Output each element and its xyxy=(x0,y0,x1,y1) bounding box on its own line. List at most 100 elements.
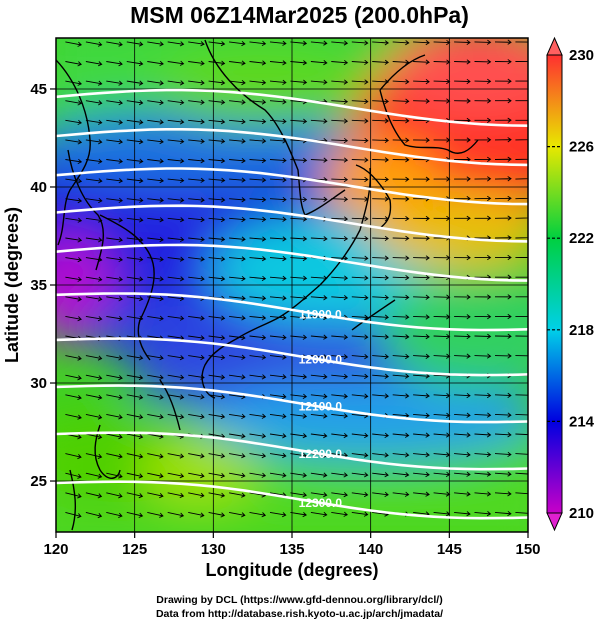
wind-vector xyxy=(290,236,308,242)
wind-vector xyxy=(310,60,328,66)
wind-vector xyxy=(126,60,144,67)
credit-drawing: Drawing by DCL (https://www.gfd-dennou.o… xyxy=(156,594,443,606)
wind-vector xyxy=(351,118,369,124)
wind-vector xyxy=(167,472,185,479)
wind-vector xyxy=(208,197,226,203)
wind-vector xyxy=(372,118,389,124)
wind-vector xyxy=(433,471,451,477)
wind-vector xyxy=(85,41,103,47)
wind-vector xyxy=(106,296,123,302)
wind-vector xyxy=(188,60,205,66)
wind-vector xyxy=(147,158,164,164)
contour-labels: 11900.0 12000.0 12100.0 12200.0 12300.0 xyxy=(299,308,343,510)
wind-vector xyxy=(392,79,410,85)
wind-vector xyxy=(433,452,451,458)
wind-vector xyxy=(126,453,144,459)
wind-vector xyxy=(269,511,287,518)
wind-vector xyxy=(269,60,287,66)
wind-vector xyxy=(413,491,430,497)
wind-vector xyxy=(392,472,410,478)
wind-vector xyxy=(372,40,389,46)
wind-vector xyxy=(433,78,451,85)
wind-vector xyxy=(372,432,389,438)
wind-vector xyxy=(65,374,82,381)
wind-vector xyxy=(85,374,103,381)
wind-vector xyxy=(494,491,512,497)
wind-vector xyxy=(126,276,144,282)
wind-vector xyxy=(85,511,103,519)
wind-vector xyxy=(351,314,369,320)
wind-vector xyxy=(167,197,185,203)
wind-vector xyxy=(494,313,512,320)
wind-vector xyxy=(433,412,451,418)
contour-line xyxy=(56,431,528,471)
wind-vector xyxy=(188,99,205,105)
wind-vector xyxy=(106,100,123,106)
wind-vector xyxy=(331,432,348,439)
contour-line xyxy=(56,204,528,243)
wind-vector xyxy=(167,295,185,302)
wind-vector xyxy=(515,294,528,299)
wind-vector xyxy=(454,432,471,438)
wind-vector xyxy=(229,315,246,321)
wind-vector xyxy=(351,216,369,222)
wind-vector xyxy=(167,492,185,499)
wind-vector xyxy=(249,433,267,439)
wind-vector xyxy=(269,177,287,183)
wind-vector xyxy=(229,511,246,518)
wind-vector xyxy=(494,39,512,45)
wind-vector xyxy=(269,216,287,222)
wind-vector xyxy=(372,294,389,301)
wind-vector xyxy=(188,335,205,341)
wind-vector xyxy=(331,472,348,478)
wind-vector xyxy=(454,333,471,340)
wind-vector xyxy=(392,353,410,360)
contour-label: 12200.0 xyxy=(299,447,343,461)
wind-vector xyxy=(331,40,349,46)
wind-vector xyxy=(188,315,205,321)
wind-vector xyxy=(126,394,144,400)
wind-vector xyxy=(208,413,226,420)
wind-vector xyxy=(454,392,471,399)
wind-vector xyxy=(392,157,410,163)
x-axis-label: Longitude (degrees) xyxy=(205,560,378,580)
wind-vector xyxy=(229,433,246,439)
wind-vectors xyxy=(65,39,528,519)
wind-vector xyxy=(494,195,512,201)
wind-vector xyxy=(515,394,528,398)
wind-vector xyxy=(413,373,430,379)
contour-line xyxy=(56,384,528,424)
wind-vector xyxy=(229,256,246,262)
wind-vector xyxy=(454,59,471,65)
wind-vector xyxy=(167,80,185,86)
wind-vector xyxy=(351,176,369,183)
wind-vector xyxy=(249,177,267,183)
wind-vector xyxy=(249,216,267,222)
wind-vector xyxy=(351,432,369,439)
wind-vector xyxy=(372,157,389,163)
wind-vector xyxy=(188,80,205,86)
wind-vector xyxy=(147,394,164,400)
wind-vector xyxy=(188,197,205,203)
wind-vector xyxy=(454,255,471,261)
wind-vector xyxy=(249,236,267,242)
wind-vector xyxy=(494,451,512,457)
wind-vector xyxy=(208,374,226,380)
wind-vector xyxy=(351,511,369,517)
wind-vector xyxy=(494,59,512,65)
wind-vector xyxy=(433,59,451,65)
wind-vector xyxy=(208,158,226,164)
wind-vector xyxy=(167,315,185,321)
wind-vector xyxy=(188,511,205,518)
wind-vector xyxy=(249,118,267,125)
wind-vector xyxy=(433,294,451,300)
wind-vector xyxy=(106,394,123,400)
wind-vector xyxy=(372,373,389,379)
wind-vector xyxy=(351,98,369,105)
wind-vector xyxy=(126,296,144,302)
wind-vector xyxy=(310,236,328,242)
wind-vector xyxy=(331,413,348,419)
wind-vector xyxy=(249,138,267,144)
wind-vector xyxy=(126,374,144,381)
colorbar: 210 214 218 222 226 230 xyxy=(546,36,595,532)
